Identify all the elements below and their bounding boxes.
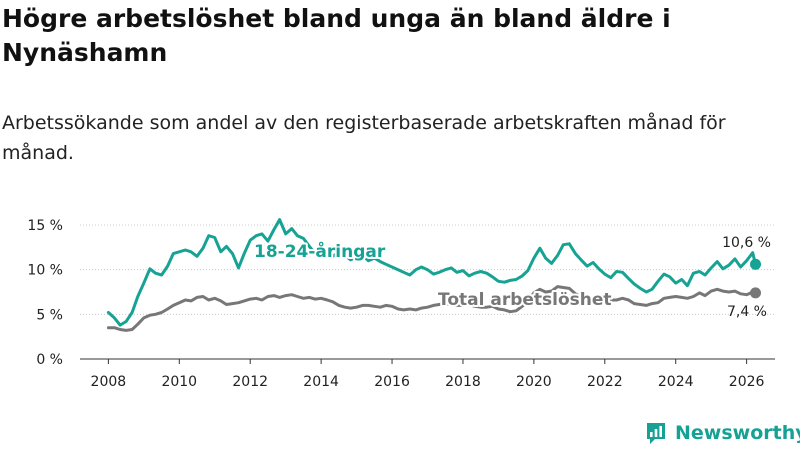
y-tick-label: 10 %	[27, 263, 63, 279]
y-tick-label: 5 %	[36, 307, 63, 323]
x-tick-label: 2012	[232, 374, 268, 390]
series-end-marker-1	[749, 287, 761, 299]
gridlines	[80, 224, 775, 315]
x-tick-label: 2026	[729, 374, 765, 390]
x-tick-label: 2022	[587, 374, 623, 390]
x-axis	[80, 358, 775, 364]
x-tick-label: 2024	[658, 374, 694, 390]
end-value-label-youth: 10,6 %	[722, 235, 771, 251]
brand-logo: Newsworthy	[645, 420, 800, 446]
series-end-marker-0	[749, 258, 761, 270]
labels: 0 % 5 % 10 % 15 % 2008 2010 2012 2014 2016 2018 20…	[27, 218, 771, 390]
bar-chart-icon	[647, 423, 665, 444]
x-tick-label: 2018	[445, 374, 481, 390]
y-tick-label: 0 %	[36, 352, 63, 368]
y-tick-label: 15 %	[27, 218, 63, 234]
brand-name: Newsworthy	[675, 422, 800, 444]
chart-title: Högre arbetslöshet bland unga än bland ä…	[2, 4, 671, 67]
x-tick-label: 2008	[91, 374, 127, 390]
series-label-total: Total arbetslöshet	[438, 290, 612, 310]
series-line-1	[106, 285, 757, 332]
series-label-youth: 18-24-åringar	[254, 240, 386, 262]
x-tick-label: 2016	[374, 374, 410, 390]
x-tick-label: 2010	[161, 374, 197, 390]
end-value-label-total: 7,4 %	[727, 304, 767, 320]
x-tick-label: 2014	[303, 374, 339, 390]
series-line-0	[106, 218, 757, 327]
x-tick-label: 2020	[516, 374, 552, 390]
series-lines	[106, 218, 761, 332]
chart-subtitle: Arbetssökande som andel av den registerb…	[2, 112, 726, 164]
